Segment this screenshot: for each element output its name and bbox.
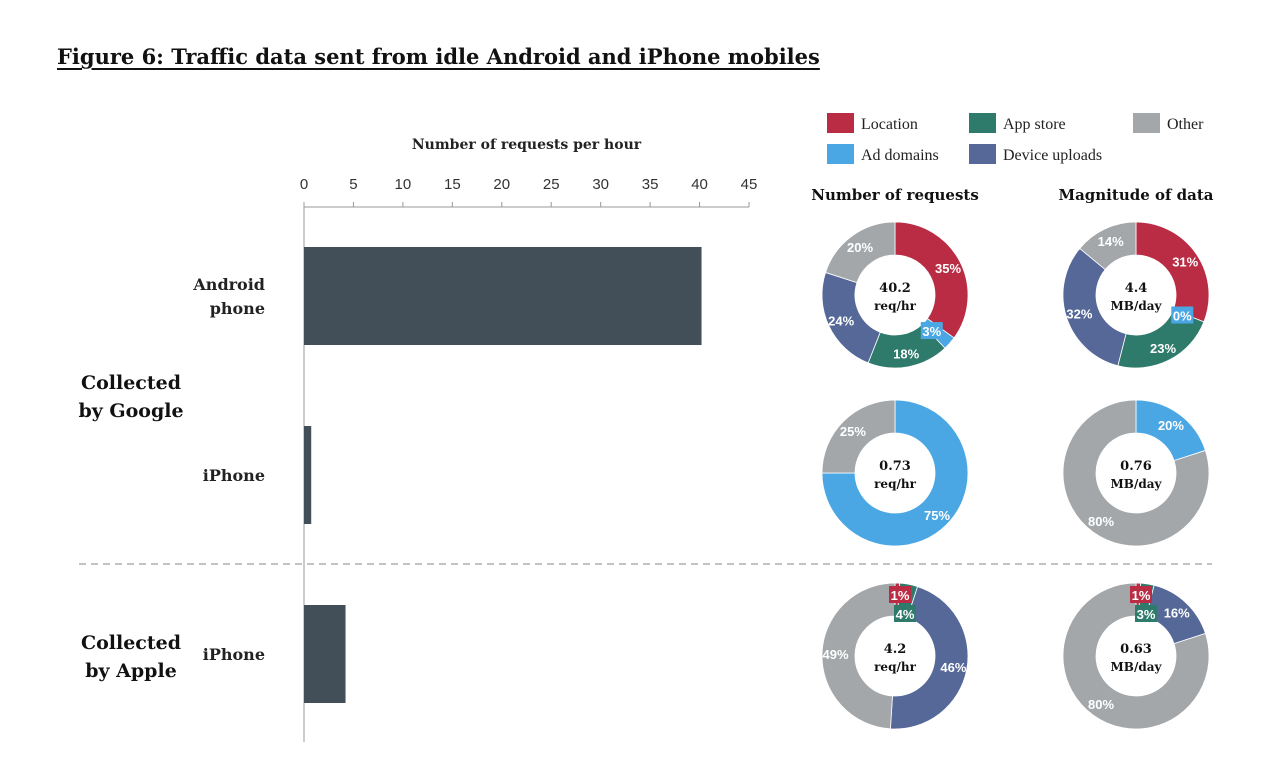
- pie-center-unit: req/hr: [874, 660, 916, 674]
- x-tick-label: 20: [493, 176, 510, 193]
- pie-slice-label: 23%: [1150, 341, 1176, 356]
- pie-small-label-box: [1171, 306, 1194, 324]
- pie-slice-label: 35%: [935, 261, 961, 276]
- pie-slice-other: [825, 221, 896, 284]
- bar-chart-title: Number of requests per hour: [412, 137, 642, 153]
- pie-slice-other: [821, 582, 896, 730]
- legend-label-app-store: App store: [1003, 116, 1066, 133]
- bar-category-label: phone: [210, 299, 265, 318]
- pie-center-unit: MB/day: [1111, 477, 1163, 491]
- legend-label-location: Location: [861, 116, 918, 133]
- pie-center-value: 0.73: [879, 459, 911, 474]
- pie-slice-label: 18%: [893, 346, 919, 361]
- legend-swatch-location: [827, 113, 854, 133]
- x-tick-label: 10: [395, 176, 412, 193]
- group-label-apple: Collected: [81, 632, 181, 654]
- pie-column-title: Number of requests: [811, 186, 979, 204]
- pie-column-title: Magnitude of data: [1058, 186, 1213, 204]
- bar: [304, 426, 312, 524]
- legend-label-other: Other: [1167, 116, 1204, 133]
- x-tick-label: 0: [300, 176, 308, 193]
- pie-center-unit: MB/day: [1111, 299, 1163, 313]
- x-tick-label: 35: [642, 176, 659, 193]
- pie-slice-label: 32%: [1066, 306, 1092, 321]
- legend-label-ad-domains: Ad domains: [861, 147, 939, 164]
- pie-slice-label: 1%: [891, 588, 910, 603]
- x-tick-label: 25: [543, 176, 560, 193]
- pie-slice-other: [1062, 582, 1210, 730]
- pie-slice-location: [1135, 221, 1210, 323]
- pie-slice-label: 4%: [896, 607, 915, 622]
- legend-swatch-app-store: [969, 113, 996, 133]
- pie-slice-label: 25%: [840, 424, 866, 439]
- bar: [304, 605, 346, 703]
- pie-slice-label: 20%: [1158, 418, 1184, 433]
- pie-center-unit: req/hr: [874, 477, 916, 491]
- group-label-google: by Google: [78, 400, 183, 422]
- pie-slice-label: 80%: [1088, 697, 1114, 712]
- pie-slice-label: 24%: [828, 313, 854, 328]
- pie-slice-label: 46%: [940, 660, 966, 675]
- figure-title: Figure 6: Traffic data sent from idle An…: [57, 44, 820, 69]
- pie-slice-location: [894, 221, 969, 339]
- pie-center-value: 4.2: [884, 642, 907, 657]
- pie-slice-label: 20%: [847, 240, 873, 255]
- pie-small-label-box: [920, 322, 943, 340]
- bar: [304, 247, 702, 345]
- pie-slice-label: 49%: [823, 647, 849, 662]
- x-tick-label: 30: [592, 176, 609, 193]
- pie-center-value: 0.63: [1120, 642, 1152, 657]
- pie-slice-label: 14%: [1098, 234, 1124, 249]
- pie-center-value: 40.2: [879, 281, 911, 296]
- x-tick-label: 40: [691, 176, 708, 193]
- pie-center-value: 0.76: [1120, 459, 1152, 474]
- legend-swatch-other: [1133, 113, 1160, 133]
- pie-small-label-box: [894, 605, 916, 622]
- bar-category-label: iPhone: [203, 466, 265, 485]
- pie-slice-other: [821, 399, 896, 474]
- x-tick-label: 5: [349, 176, 357, 193]
- pie-slice-label: 31%: [1172, 255, 1198, 270]
- pie-slice-ad-domains: [821, 399, 969, 547]
- legend-label-device-uploads: Device uploads: [1003, 147, 1102, 164]
- pie-small-label-box: [1135, 605, 1157, 622]
- pie-slice-device-uploads: [1062, 247, 1127, 367]
- pie-slice-other: [1062, 399, 1210, 547]
- pie-small-label-box: [889, 586, 911, 603]
- pie-slice-label: 75%: [924, 508, 950, 523]
- pie-slice-label: 3%: [922, 324, 941, 339]
- pie-slice-label: 1%: [1132, 588, 1151, 603]
- pie-slice-other: [1079, 221, 1137, 271]
- pie-slice-label: 0%: [1173, 309, 1192, 324]
- pie-center-unit: MB/day: [1111, 660, 1163, 674]
- pie-slice-device-uploads: [889, 586, 969, 730]
- pie-small-label-box: [1130, 586, 1152, 603]
- bar-category-label: iPhone: [203, 645, 265, 664]
- pie-slice-label: 3%: [1137, 607, 1156, 622]
- pie-center-value: 4.4: [1125, 281, 1148, 296]
- group-label-apple: by Apple: [85, 660, 177, 682]
- bar-category-label: Android: [192, 275, 265, 294]
- pie-slice-label: 80%: [1088, 514, 1114, 529]
- legend-swatch-ad-domains: [827, 144, 854, 164]
- group-label-google: Collected: [81, 372, 181, 394]
- x-tick-label: 45: [741, 176, 758, 193]
- x-tick-label: 15: [444, 176, 461, 193]
- legend-swatch-device-uploads: [969, 144, 996, 164]
- pie-slice-label: 16%: [1164, 606, 1190, 621]
- pie-center-unit: req/hr: [874, 299, 916, 313]
